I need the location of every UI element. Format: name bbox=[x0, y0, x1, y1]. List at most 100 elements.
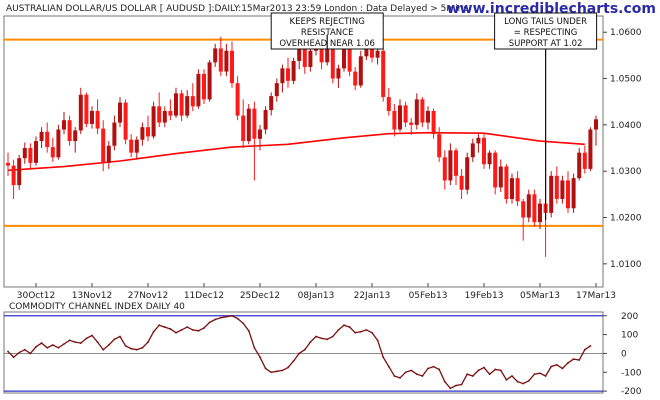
candle-body bbox=[291, 60, 296, 81]
cci-point bbox=[449, 387, 452, 390]
candle-body bbox=[571, 178, 576, 209]
candle-body bbox=[521, 201, 526, 218]
candle-body bbox=[381, 50, 386, 98]
cci-point bbox=[337, 328, 340, 331]
candle-body bbox=[370, 42, 374, 58]
candle-body bbox=[11, 165, 16, 186]
cci-point bbox=[85, 337, 88, 340]
cci-point bbox=[18, 351, 21, 354]
candle-body bbox=[174, 93, 178, 116]
candle-body bbox=[190, 96, 195, 107]
cci-point bbox=[561, 367, 564, 370]
cci-point bbox=[135, 348, 138, 351]
candle-body bbox=[258, 129, 262, 139]
cci-point bbox=[399, 377, 401, 379]
cci-point bbox=[331, 335, 334, 338]
cci-point bbox=[460, 383, 463, 386]
candle-body bbox=[196, 73, 201, 107]
candle-body bbox=[157, 106, 162, 123]
cci-ytick-label: 100 bbox=[621, 331, 638, 341]
candle-body bbox=[487, 152, 492, 165]
candle-body bbox=[347, 46, 352, 72]
candle-body bbox=[185, 96, 190, 116]
cci-point bbox=[555, 363, 558, 366]
cci-point bbox=[130, 347, 133, 350]
candle-body bbox=[252, 108, 257, 139]
candle-body bbox=[297, 48, 302, 61]
candle-body bbox=[325, 45, 330, 63]
candle-body bbox=[146, 127, 150, 137]
candle-body bbox=[482, 137, 486, 165]
cci-panel-frame bbox=[3, 311, 604, 394]
candle-body bbox=[95, 110, 100, 129]
candle-body bbox=[235, 83, 240, 116]
candle-body bbox=[386, 97, 391, 111]
cci-point bbox=[298, 352, 301, 355]
cci-point bbox=[141, 346, 144, 349]
candle-body bbox=[168, 110, 173, 116]
cci-point bbox=[57, 346, 60, 349]
cci-point bbox=[505, 378, 508, 381]
candle-body bbox=[353, 71, 358, 86]
candle-body bbox=[554, 175, 559, 199]
cci-point bbox=[438, 368, 441, 371]
cci-point bbox=[315, 335, 317, 338]
cci-ytick-label: -100 bbox=[621, 368, 642, 378]
cci-point bbox=[348, 326, 351, 328]
candle-body bbox=[454, 150, 458, 176]
candle-body bbox=[230, 50, 234, 84]
candle-body bbox=[207, 62, 212, 100]
candle-body bbox=[560, 180, 565, 199]
candle-body bbox=[330, 45, 335, 79]
cci-point bbox=[511, 375, 513, 377]
candle-body bbox=[73, 130, 78, 142]
cci-point bbox=[572, 358, 575, 360]
cci-point bbox=[35, 345, 37, 348]
candle-body bbox=[241, 115, 246, 142]
candle-body bbox=[392, 110, 397, 130]
candle-body bbox=[78, 94, 83, 131]
cci-point bbox=[119, 335, 121, 338]
candle-body bbox=[269, 96, 274, 111]
candle-body bbox=[414, 99, 419, 125]
candle-body bbox=[498, 166, 503, 188]
candle-body bbox=[342, 46, 346, 69]
candle-body bbox=[409, 122, 414, 125]
cci-point bbox=[124, 345, 127, 347]
candle-body bbox=[459, 175, 464, 190]
candle-body bbox=[470, 143, 475, 158]
cci-point bbox=[387, 365, 390, 368]
cci-point bbox=[432, 365, 435, 368]
candle-body bbox=[375, 50, 380, 58]
cci-point bbox=[74, 341, 77, 344]
cci-point bbox=[259, 356, 261, 359]
cci-point bbox=[23, 348, 26, 351]
cci-point bbox=[163, 326, 166, 328]
cci-point bbox=[107, 344, 110, 346]
price-ytick-label: 1.0200 bbox=[610, 214, 642, 224]
cci-point bbox=[46, 346, 49, 349]
annotation-text: RESISTANCE bbox=[301, 28, 354, 38]
price-ytick-label: 1.0100 bbox=[610, 260, 642, 270]
cci-point bbox=[483, 366, 485, 369]
price-xtick-label: 22Jan13 bbox=[354, 291, 391, 301]
candle-body bbox=[515, 178, 520, 202]
cci-point bbox=[29, 352, 32, 355]
price-ytick-label: 1.0300 bbox=[610, 167, 642, 177]
cci-point bbox=[583, 348, 586, 351]
annotation-text: = RESPECTING bbox=[514, 28, 578, 38]
candle-body bbox=[431, 110, 436, 135]
cci-point bbox=[516, 380, 519, 383]
candle-body bbox=[67, 120, 72, 142]
cci-point bbox=[292, 360, 295, 362]
cci-point bbox=[533, 373, 536, 376]
annotation-text: SUPPORT AT 1.02 bbox=[509, 39, 583, 49]
cci-point bbox=[169, 328, 172, 330]
cci-point bbox=[359, 330, 362, 333]
cci-point bbox=[208, 321, 211, 324]
cci-point bbox=[275, 370, 278, 373]
candle-body bbox=[426, 110, 430, 123]
candle-body bbox=[465, 157, 470, 190]
cci-ytick-label: 200 bbox=[621, 312, 638, 322]
cci-point bbox=[175, 331, 177, 334]
